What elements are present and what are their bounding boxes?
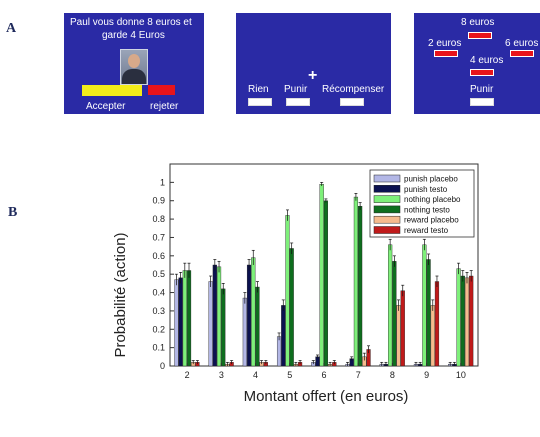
bar	[276, 336, 282, 367]
legend-swatch	[373, 195, 401, 203]
legend-swatch	[373, 205, 401, 214]
panel-label-a: A	[6, 21, 17, 36]
bar	[434, 281, 440, 367]
legend-label: nothing placebo	[404, 195, 461, 204]
option-punish-button[interactable]	[286, 98, 310, 106]
amount-top-box[interactable]	[468, 32, 492, 39]
y-tick-label: 1	[160, 177, 165, 187]
fixation-cross: +	[308, 67, 318, 84]
amount-bottom-box[interactable]	[470, 69, 494, 76]
y-tick-label: 0.4	[152, 288, 165, 298]
x-tick-label: 9	[424, 370, 429, 380]
bar	[460, 275, 465, 367]
amount-screen: 8 euros 2 euros 6 euros 4 euros Punir	[414, 13, 540, 114]
y-tick-label: 0.8	[152, 214, 165, 224]
bar	[353, 196, 359, 367]
accept-label: Accepter	[86, 101, 126, 112]
legend-label: punish testo	[404, 185, 448, 194]
reject-label: rejeter	[150, 101, 179, 112]
action-button[interactable]	[470, 98, 494, 106]
x-tick-label: 3	[219, 370, 224, 380]
y-tick-label: 0.6	[152, 251, 165, 261]
legend-swatch	[373, 185, 401, 193]
bar	[289, 248, 294, 367]
option-reward-label: Récompenser	[322, 84, 385, 95]
action-probability-chart: 0 0.1 0.2 0.3 0.4 0.5 0.6 0.7 0.8 0.9 1 2 3 4 5 6 7 8 9 10 p…	[112, 163, 479, 405]
legend-swatch	[373, 215, 401, 224]
bar	[208, 281, 213, 367]
x-tick-label: 6	[321, 370, 326, 380]
legend-label: reward testo	[404, 226, 449, 235]
bar	[396, 305, 401, 367]
option-punish-label: Punir	[284, 84, 308, 95]
accept-button[interactable]	[82, 85, 142, 96]
y-tick-label: 0.3	[152, 306, 165, 316]
bar	[174, 279, 179, 367]
bar	[400, 290, 405, 367]
bar	[464, 277, 470, 367]
bar	[426, 259, 431, 367]
panel-label-b: B	[8, 205, 18, 220]
amount-bottom-label: 4 euros	[470, 55, 504, 66]
bar	[456, 268, 461, 367]
bar	[255, 286, 260, 367]
bar	[246, 264, 252, 367]
bar	[469, 275, 474, 367]
x-axis-title: Montant offert (en euros)	[244, 388, 409, 405]
bar	[358, 206, 363, 367]
action-label: Punir	[470, 84, 494, 95]
y-tick-label: 0.1	[152, 343, 165, 353]
bar	[221, 288, 226, 367]
option-reward-button[interactable]	[340, 98, 364, 106]
choice-screen: + Rien Punir Récompenser	[236, 13, 391, 114]
y-tick-label: 0	[160, 361, 165, 371]
bar	[319, 184, 324, 367]
x-tick-label: 7	[356, 370, 361, 380]
bar	[251, 257, 256, 367]
y-axis-title: Probabilité (action)	[112, 232, 129, 357]
bar	[392, 261, 397, 367]
bar	[186, 270, 192, 367]
y-tick-label: 0.9	[152, 196, 165, 206]
y-tick-label: 0.5	[152, 269, 165, 279]
bar	[281, 305, 286, 367]
legend-swatch	[373, 226, 401, 234]
bar	[430, 305, 435, 367]
reject-button[interactable]	[148, 85, 175, 95]
offer-message-line2: garde 4 Euros	[102, 30, 165, 41]
legend-swatch	[373, 174, 401, 183]
bar	[388, 244, 393, 367]
legend-label: reward placebo	[404, 216, 459, 225]
x-tick-label: 2	[185, 370, 190, 380]
x-tick-label: 5	[287, 370, 292, 380]
offer-message-line1: Paul vous donne 8 euros et	[70, 17, 192, 28]
y-tick-label: 0.7	[152, 232, 165, 242]
amount-left-label: 2 euros	[428, 38, 462, 49]
bar	[242, 297, 247, 367]
bar	[285, 215, 290, 367]
x-tick-label: 4	[253, 370, 258, 380]
x-tick-label: 10	[456, 370, 466, 380]
option-none-button[interactable]	[248, 98, 272, 106]
amount-top-label: 8 euros	[461, 17, 495, 28]
bar	[182, 270, 187, 367]
legend-label: nothing testo	[404, 205, 450, 214]
bar	[216, 266, 222, 367]
bar	[422, 244, 427, 367]
option-none-label: Rien	[248, 84, 269, 95]
amount-right-label: 6 euros	[505, 38, 539, 49]
amount-right-box[interactable]	[510, 50, 534, 57]
legend-label: punish placebo	[404, 175, 458, 184]
bar	[178, 277, 183, 367]
y-tick-label: 0.2	[152, 324, 165, 334]
amount-left-box[interactable]	[434, 50, 458, 57]
proposer-photo	[120, 49, 148, 85]
offer-screen: Paul vous donne 8 euros et garde 4 Euros…	[64, 13, 204, 114]
bar	[212, 264, 217, 367]
x-tick-label: 8	[390, 370, 395, 380]
bar	[323, 200, 328, 367]
